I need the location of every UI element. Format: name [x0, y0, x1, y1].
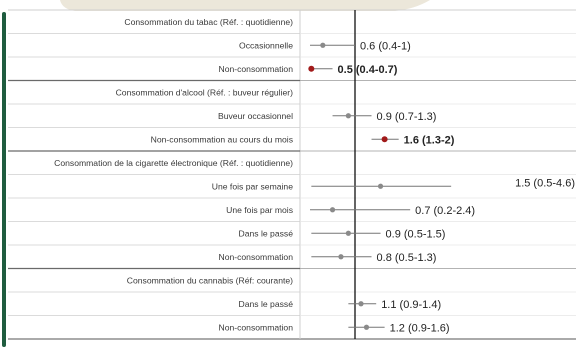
odds-ratio-value-label: 0.9 (0.7-1.3) — [377, 111, 437, 123]
group-header-label: Consommation de la cigarette électroniqu… — [54, 158, 293, 168]
row-label: Non-consommation — [218, 252, 293, 262]
odds-ratio-point — [345, 230, 351, 236]
row-label: Une fois par mois — [226, 205, 293, 215]
odds-ratio-point — [338, 254, 344, 260]
odds-ratio-point — [363, 324, 370, 330]
odds-ratio-value-label: 1.1 (0.9-1.4) — [381, 299, 441, 311]
row-label: Non-consommation — [218, 322, 293, 332]
odds-ratio-value-label: 0.9 (0.5-1.5) — [386, 228, 446, 240]
odds-ratio-point — [358, 301, 364, 307]
row-label: Occasionnelle — [239, 40, 293, 50]
left-accent-border — [2, 12, 6, 347]
odds-ratio-point — [308, 65, 315, 72]
row-label: Une fois par semaine — [212, 181, 293, 191]
odds-ratio-point — [381, 136, 388, 143]
odds-ratio-value-label: 1.2 (0.9-1.6) — [390, 322, 450, 334]
row-label: Dans le passé — [239, 228, 294, 238]
row-label: Buveur occasionnel — [218, 111, 293, 121]
odds-ratio-value-label: 0.5 (0.4-0.7) — [338, 64, 398, 76]
row-label: Non-consommation au cours du mois — [151, 134, 293, 144]
odds-ratio-value-label: 0.6 (0.4-1) — [360, 40, 411, 52]
row-label: Dans le passé — [239, 299, 294, 309]
odds-ratio-point — [320, 42, 326, 48]
odds-ratio-point — [329, 207, 336, 213]
odds-ratio-value-label: 1.6 (1.3-2) — [404, 134, 455, 146]
forest-rows: Consommation du tabac (Réf. : quotidienn… — [54, 17, 575, 335]
odds-ratio-point — [377, 183, 384, 189]
odds-ratio-point — [345, 113, 351, 119]
odds-ratio-value-label: 0.8 (0.5-1.3) — [377, 252, 437, 264]
group-header-label: Consommation du cannabis (Réf: courante) — [127, 275, 293, 285]
row-label: Non-consommation — [218, 64, 293, 74]
odds-ratio-value-label: 1.5 (0.5-4.6) — [515, 177, 575, 189]
odds-ratio-value-label: 0.7 (0.2-2.4) — [415, 205, 475, 217]
group-header-label: Consommation du tabac (Réf. : quotidienn… — [124, 17, 293, 27]
top-tab-decoration — [60, 0, 430, 11]
group-header-label: Consommation d'alcool (Réf. : buveur rég… — [116, 87, 294, 97]
